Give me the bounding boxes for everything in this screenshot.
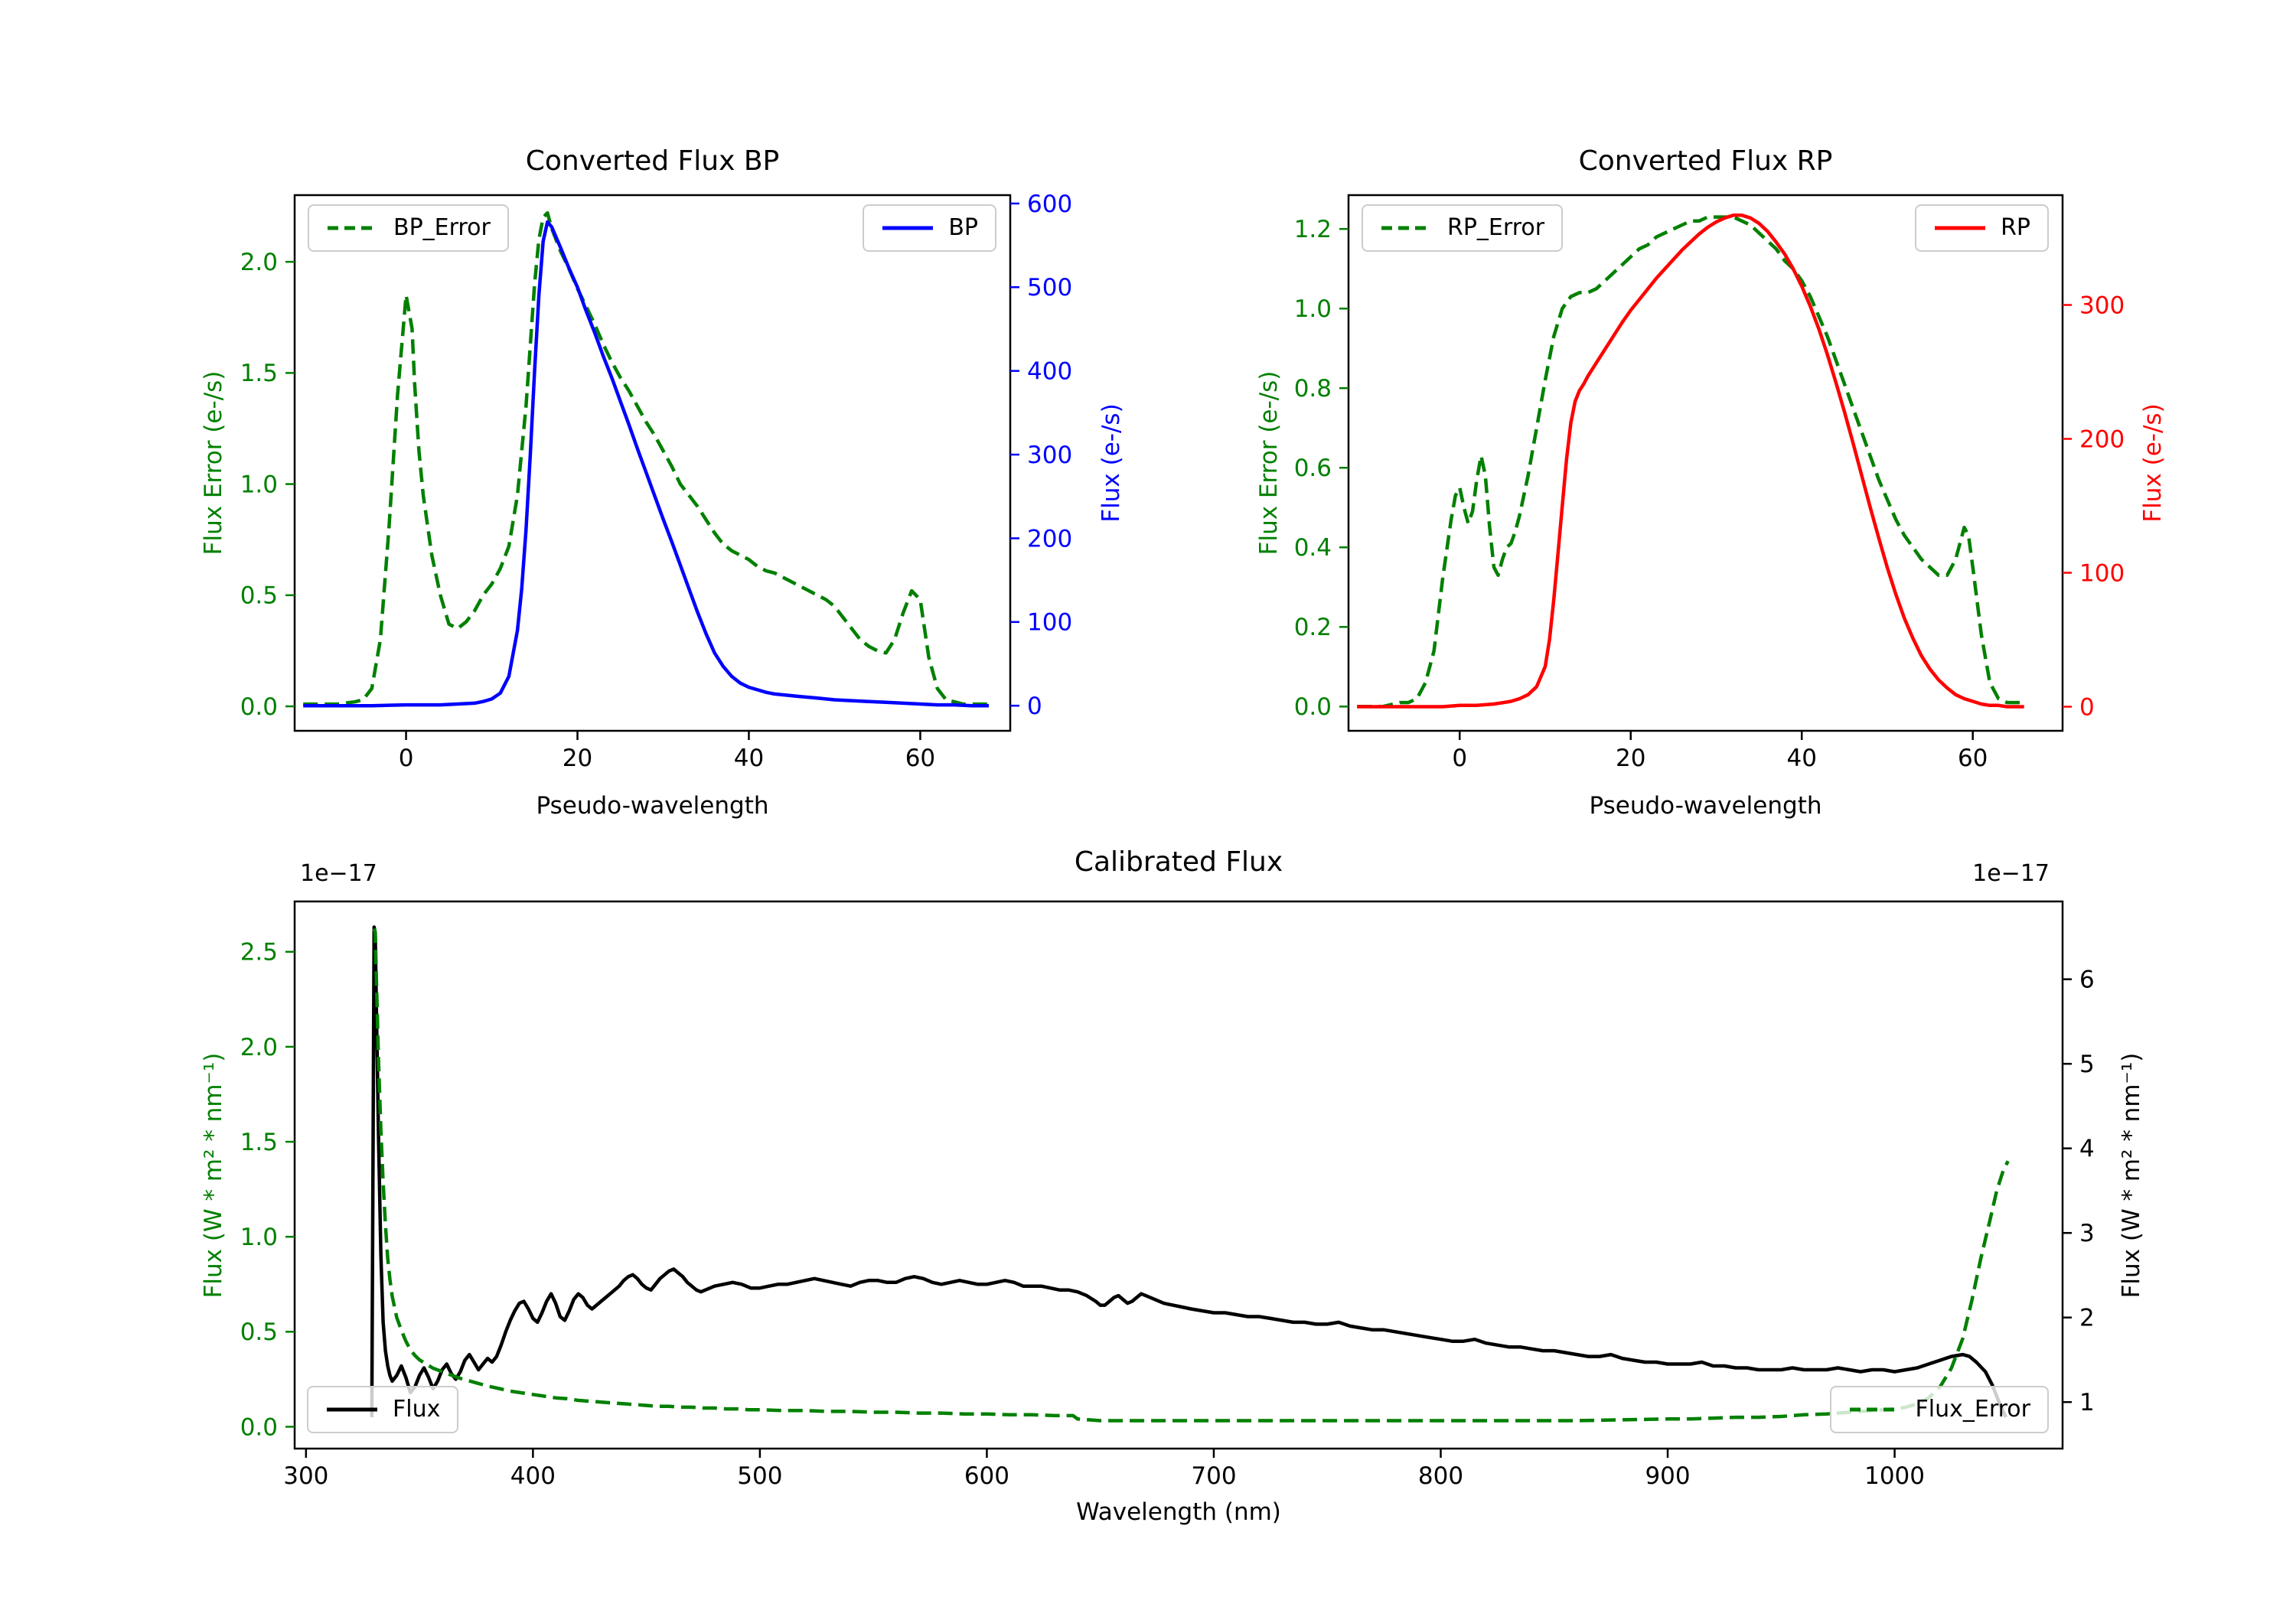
chart-title-calibrated: Calibrated Flux — [1074, 846, 1283, 878]
axes-frame — [1347, 194, 2064, 732]
y-tick-label: 100 — [1027, 609, 1072, 637]
legend-line-sample — [328, 226, 378, 230]
legend-line-sample — [1935, 226, 1986, 230]
y-tick-label: 3 — [2079, 1220, 2095, 1247]
series-line-BP — [303, 220, 989, 708]
ylabel-rp-flux: Flux (e-/s) — [2139, 403, 2167, 523]
ylabel-bp-flux: Flux (e-/s) — [1097, 403, 1125, 523]
x-tick-label: 60 — [905, 745, 935, 772]
x-tick-label: 0 — [399, 745, 414, 772]
x-tick-label: 900 — [1645, 1462, 1690, 1490]
legend-rp: RP — [1915, 204, 2049, 252]
ylabel-rp-flux-error: Flux Error (e-/s) — [1255, 370, 1283, 556]
xlabel-calibrated: Wavelength (nm) — [1076, 1498, 1281, 1526]
series-line-Flux — [370, 925, 2007, 1418]
series-line-RP — [1357, 214, 2024, 709]
y-tick-label: 0.8 — [1294, 375, 1332, 403]
legend-label-flux-error: Flux_Error — [1915, 1396, 2030, 1423]
y-tick-label: 0.4 — [1294, 534, 1332, 562]
offset-text-right: 1e−17 — [1972, 860, 2050, 887]
legend-line-sample — [882, 226, 934, 230]
y-tick-label: 0 — [1027, 693, 1042, 720]
chart-title-bp: Converted Flux BP — [525, 145, 780, 177]
legend-line-sample — [1849, 1407, 1900, 1412]
y-tick-label: 1 — [2079, 1389, 2095, 1416]
y-tick-label: 200 — [2079, 425, 2125, 453]
x-tick-label: 40 — [1786, 745, 1816, 772]
legend-flux-error: Flux_Error — [1829, 1386, 2049, 1433]
y-tick-label: 300 — [2079, 292, 2125, 319]
offset-text-left: 1e−17 — [300, 860, 377, 887]
x-tick-label: 60 — [1958, 745, 1988, 772]
y-tick-label: 6 — [2079, 966, 2095, 994]
axes-frame — [293, 194, 1012, 732]
series-line-Flux_Error — [372, 927, 2010, 1423]
legend-label-bp-error: BP_Error — [393, 214, 491, 241]
y-tick-label: 4 — [2079, 1136, 2095, 1163]
y-tick-label: 1.0 — [1294, 295, 1332, 323]
x-tick-label: 1000 — [1864, 1462, 1925, 1490]
y-tick-label: 0.0 — [1294, 693, 1332, 721]
y-tick-label: 100 — [2079, 559, 2125, 587]
y-tick-label: 2.0 — [240, 249, 278, 276]
y-tick-label: 1.0 — [240, 1224, 278, 1251]
x-tick-label: 0 — [1452, 745, 1467, 772]
x-tick-label: 400 — [510, 1462, 556, 1490]
legend-bp: BP — [863, 204, 996, 252]
chart-title-rp: Converted Flux RP — [1578, 145, 1833, 177]
legend-line-sample — [1381, 226, 1432, 230]
x-tick-label: 600 — [964, 1462, 1009, 1490]
xlabel-rp: Pseudo-wavelength — [1589, 792, 1822, 820]
x-tick-label: 500 — [737, 1462, 782, 1490]
y-tick-label: 1.2 — [1294, 216, 1332, 243]
y-tick-label: 0.5 — [240, 582, 278, 610]
y-tick-label: 0 — [2079, 693, 2095, 721]
y-tick-label: 500 — [1027, 274, 1072, 302]
y-tick-label: 5 — [2079, 1051, 2095, 1078]
legend-label-rp-error: RP_Error — [1447, 214, 1545, 241]
x-tick-label: 300 — [283, 1462, 328, 1490]
x-tick-label: 700 — [1191, 1462, 1236, 1490]
y-tick-label: 2.5 — [240, 939, 278, 966]
legend-label-flux: Flux — [393, 1396, 441, 1423]
y-tick-label: 1.0 — [240, 471, 278, 498]
legend-line-sample — [327, 1407, 377, 1412]
ylabel-bp-flux-error: Flux Error (e-/s) — [200, 370, 227, 556]
y-tick-label: 0.6 — [1294, 455, 1332, 482]
y-tick-label: 2 — [2079, 1305, 2095, 1332]
y-tick-label: 0.0 — [240, 693, 278, 721]
y-tick-label: 600 — [1027, 191, 1072, 218]
ylabel-calibrated-right: Flux (W * m² * nm⁻¹) — [2118, 1052, 2145, 1299]
y-tick-label: 400 — [1027, 358, 1072, 386]
x-tick-label: 20 — [563, 745, 592, 772]
legend-flux: Flux — [307, 1386, 459, 1433]
y-tick-label: 300 — [1027, 442, 1072, 469]
y-tick-label: 0.5 — [240, 1319, 278, 1346]
x-tick-label: 20 — [1616, 745, 1645, 772]
axes-frame — [293, 900, 2064, 1450]
xlabel-bp: Pseudo-wavelength — [536, 792, 769, 820]
y-tick-label: 2.0 — [240, 1034, 278, 1061]
ylabel-calibrated-left: Flux (W * m² * nm⁻¹) — [200, 1052, 227, 1299]
x-tick-label: 800 — [1418, 1462, 1463, 1490]
legend-bp-error: BP_Error — [308, 204, 509, 252]
series-line-BP_Error — [303, 210, 989, 706]
y-tick-label: 1.5 — [240, 360, 278, 387]
legend-label-bp: BP — [948, 214, 978, 241]
x-tick-label: 40 — [734, 745, 764, 772]
y-tick-label: 200 — [1027, 525, 1072, 553]
series-line-RP_Error — [1357, 215, 2024, 709]
y-tick-label: 0.0 — [240, 1413, 278, 1441]
y-tick-label: 0.2 — [1294, 614, 1332, 641]
legend-label-rp: RP — [2001, 214, 2030, 241]
legend-rp-error: RP_Error — [1362, 204, 1564, 252]
y-tick-label: 1.5 — [240, 1129, 278, 1156]
